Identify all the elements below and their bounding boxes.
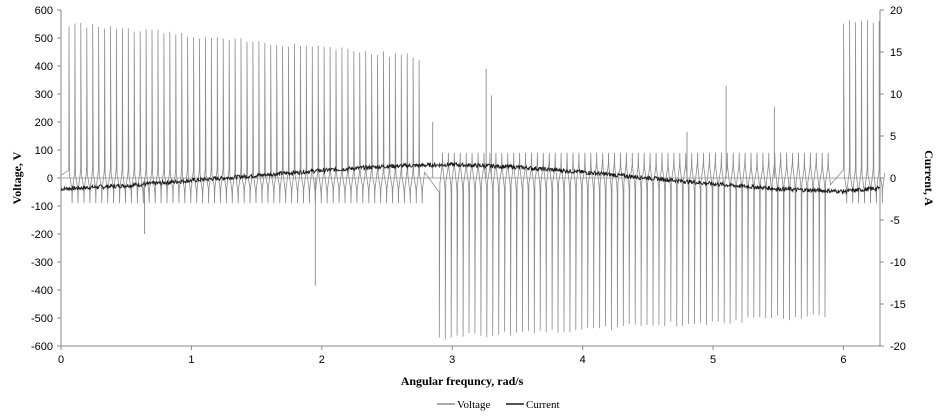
current-line (60, 161, 881, 195)
x-tick-label: 3 (449, 354, 455, 366)
y-tick-label: -200 (31, 229, 53, 241)
series-current (60, 161, 881, 195)
y-tick-label: -400 (31, 285, 53, 297)
legend: Voltage Current (437, 399, 560, 411)
y2-tick-label: -15 (890, 299, 906, 311)
x-tick-label: 1 (188, 354, 194, 366)
y-tick-label: 300 (35, 89, 53, 101)
y2-tick-label: 15 (890, 47, 902, 59)
x-tick-label: 2 (319, 354, 325, 366)
y2-tick-label: -5 (890, 215, 900, 227)
y2-tick-label: 0 (890, 173, 896, 185)
x-tick-label: 0 (58, 354, 64, 366)
x-tick-label: 6 (840, 354, 846, 366)
x-axis-title: Angular frequncy, rad/s (401, 374, 524, 388)
y-tick-label: -100 (31, 201, 53, 213)
y-tick-label: 600 (35, 5, 53, 17)
y-tick-label: -300 (31, 257, 53, 269)
y-tick-label: -600 (31, 341, 53, 353)
legend-current-label: Current (526, 399, 560, 411)
x-tick-label: 5 (710, 354, 716, 366)
y-tick-label: -500 (31, 313, 53, 325)
y-axis-title: Voltage, V (10, 151, 24, 204)
y2-tick-label: 5 (890, 131, 896, 143)
ticks: 6005004003002001000-100-200-300-400-500-… (31, 5, 906, 366)
y-tick-label: 100 (35, 145, 53, 157)
y-tick-label: 400 (35, 61, 53, 73)
legend-voltage-label: Voltage (457, 399, 491, 411)
voltage-line (60, 19, 886, 340)
y2-tick-label: 10 (890, 89, 902, 101)
y-tick-label: 0 (47, 173, 53, 185)
y2-tick-label: -10 (890, 257, 906, 269)
series-voltage (60, 19, 886, 340)
x-tick-label: 4 (580, 354, 586, 366)
y2-axis-title: Current, A (922, 150, 936, 206)
y2-tick-label: -20 (890, 341, 906, 353)
y-tick-label: 200 (35, 117, 53, 129)
y-tick-label: 500 (35, 33, 53, 45)
y2-tick-label: 20 (890, 5, 902, 17)
